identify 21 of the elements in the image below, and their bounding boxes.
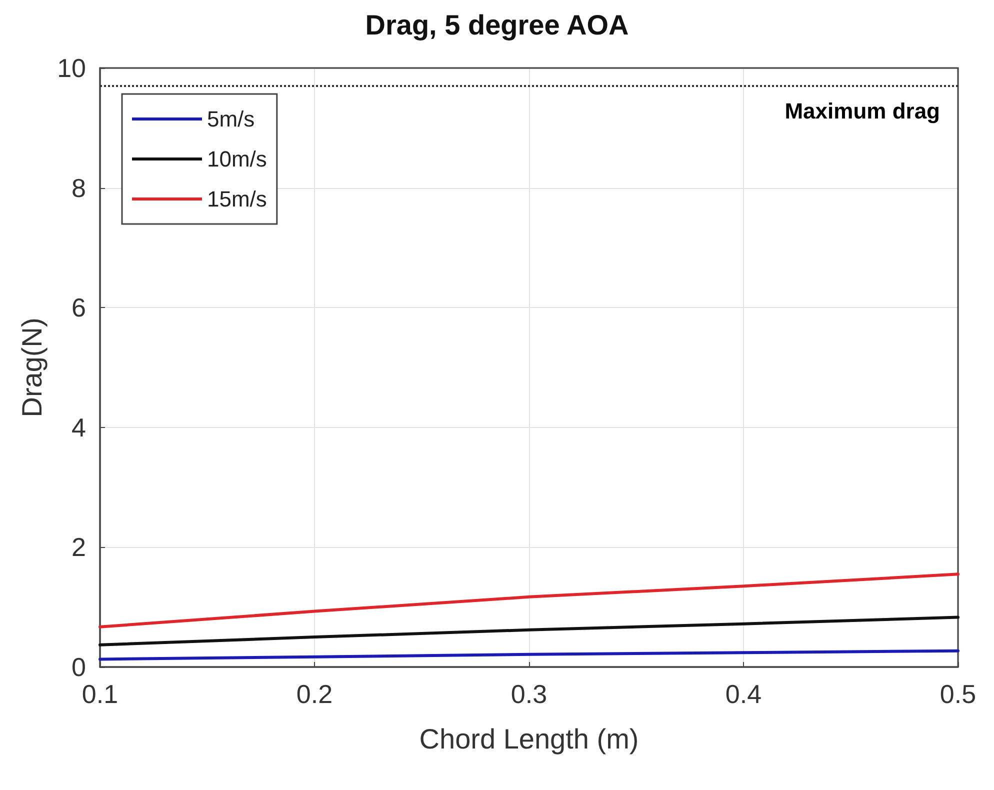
y-tick-label: 0 <box>72 652 86 682</box>
y-tick-label: 2 <box>72 532 86 562</box>
legend-label: 15m/s <box>207 186 267 212</box>
y-axis-title: Drag(N) <box>16 318 48 418</box>
x-tick-label: 0.3 <box>510 679 548 709</box>
legend-label: 5m/s <box>207 106 255 132</box>
x-tick-label: 0.1 <box>82 679 118 709</box>
x-axis-title: Chord Length (m) <box>419 724 639 754</box>
x-tick-label: 0.4 <box>725 679 762 709</box>
line-series <box>98 616 960 646</box>
line-series <box>98 649 960 661</box>
x-tick-label: 0.5 <box>940 679 976 709</box>
y-tick-label: 10 <box>57 53 86 83</box>
x-tick-label: 0.2 <box>296 679 333 709</box>
ref-line-label: Maximum drag <box>784 98 940 124</box>
y-tick-label: 8 <box>72 172 86 203</box>
line-series <box>98 572 960 628</box>
chart-title: Drag, 5 degree AOA <box>365 10 629 40</box>
y-tick-label: 6 <box>72 292 86 323</box>
y-tick-label: 4 <box>72 412 86 442</box>
legend-label: 10m/s <box>207 146 267 172</box>
